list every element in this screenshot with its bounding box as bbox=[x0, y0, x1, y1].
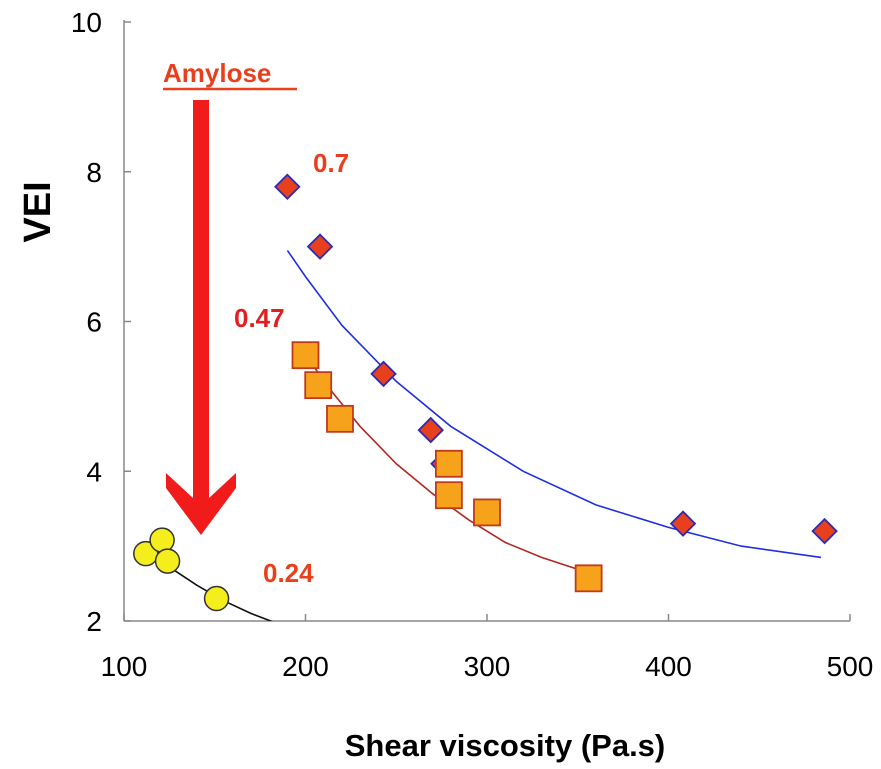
y-tick-label: 4 bbox=[86, 456, 102, 487]
data-point-square bbox=[473, 498, 501, 527]
x-tick-label: 500 bbox=[827, 651, 874, 682]
data-point-diamond bbox=[274, 173, 301, 200]
data-point-square bbox=[434, 449, 463, 478]
trend-line-1 bbox=[304, 354, 588, 574]
y-tick-label: 10 bbox=[71, 7, 102, 38]
data-point-circle bbox=[149, 527, 175, 553]
data-point-square bbox=[304, 371, 333, 400]
y-tick-label: 8 bbox=[86, 157, 102, 188]
y-tick-label: 2 bbox=[86, 606, 102, 637]
x-tick-label: 300 bbox=[464, 651, 511, 682]
y-tick-label: 6 bbox=[86, 307, 102, 338]
data-point-square bbox=[291, 341, 320, 370]
x-axis-title: Shear viscosity (Pa.s) bbox=[345, 728, 666, 763]
label-0-24: 0.24 bbox=[263, 558, 314, 588]
data-point-diamond bbox=[306, 233, 334, 260]
data-point-square bbox=[574, 564, 603, 593]
data-point-square bbox=[434, 481, 463, 510]
x-tick-label: 400 bbox=[645, 651, 692, 682]
axes: 2 4 6 8 10 100 200 300 400 500 bbox=[71, 7, 874, 682]
label-0-7: 0.7 bbox=[313, 148, 349, 178]
amylose-label: Amylose bbox=[163, 58, 271, 88]
data-points bbox=[133, 173, 838, 612]
amylose-arrow bbox=[166, 100, 236, 535]
data-point-diamond bbox=[370, 360, 397, 388]
x-tick-label: 200 bbox=[282, 651, 329, 682]
y-axis-title: VEI bbox=[17, 181, 59, 242]
trend-line-0 bbox=[286, 249, 822, 559]
data-point-square bbox=[326, 404, 354, 433]
data-point-diamond bbox=[811, 517, 838, 545]
data-point-diamond bbox=[669, 510, 697, 537]
data-point-circle bbox=[154, 548, 181, 574]
x-tick-label: 100 bbox=[101, 651, 148, 682]
label-0-47: 0.47 bbox=[234, 303, 285, 333]
annotations: Amylose 0.7 0.47 0.24 bbox=[163, 58, 349, 588]
data-point-diamond bbox=[417, 416, 445, 444]
data-point-circle bbox=[203, 585, 230, 612]
